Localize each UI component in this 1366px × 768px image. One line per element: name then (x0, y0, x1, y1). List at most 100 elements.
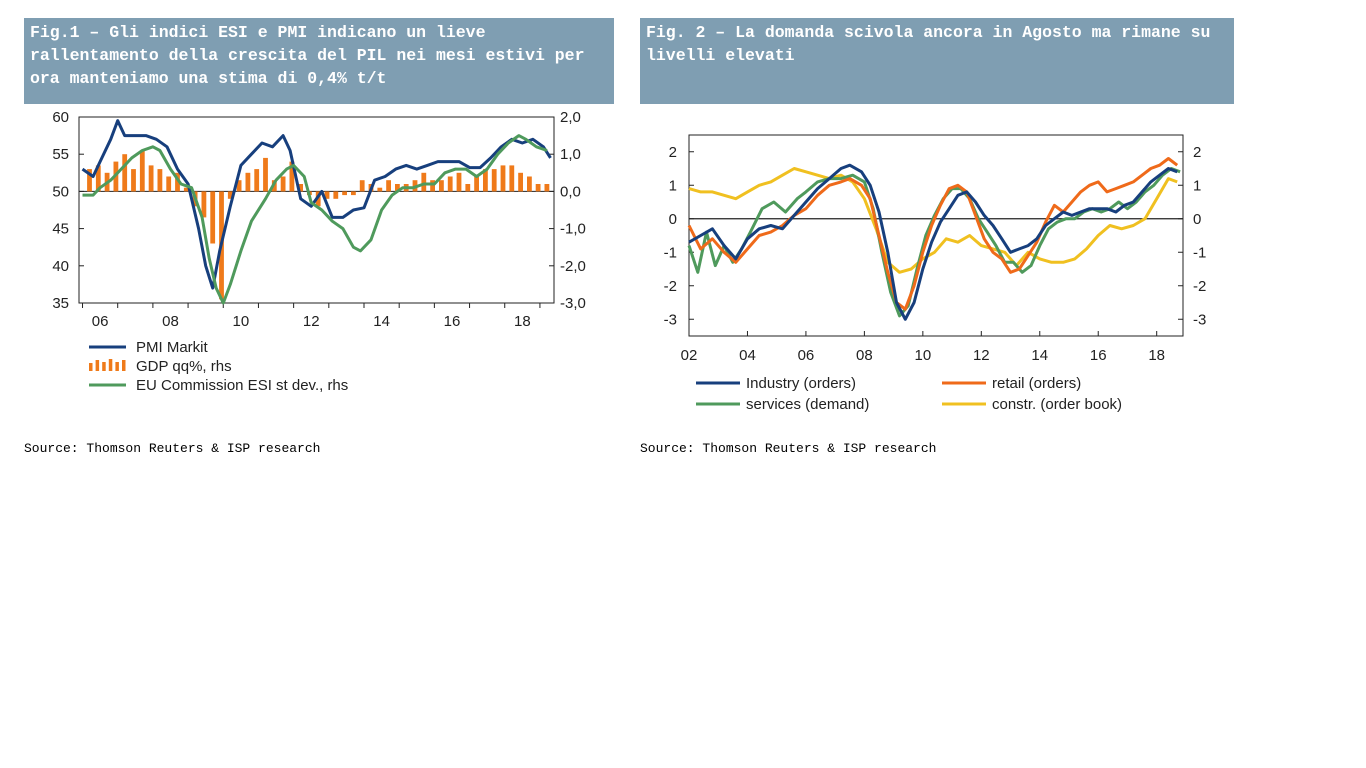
chart1-gdp-bar (500, 165, 506, 192)
chart2-ytick-right-label: -1 (1193, 244, 1206, 261)
chart1-gdp-bar (131, 169, 136, 192)
chart1-legend-bar-swatch (89, 363, 93, 371)
chart1-gdp-bar (342, 191, 347, 196)
chart1-gdp-bar (289, 161, 295, 192)
chart1-esi-line (82, 134, 548, 305)
chart1-ytick-left-label: 55 (52, 146, 69, 163)
chart2-ytick-left-label: -1 (664, 244, 677, 261)
chart2-xtick-label: 02 (681, 347, 698, 364)
chart1-ytick-right-label: -2,0 (560, 258, 586, 275)
chart2-legend-label: Industry (orders) (746, 375, 856, 392)
chart1-ytick-right-label: 1,0 (560, 146, 581, 163)
chart2-ytick-right-label: 0 (1193, 211, 1201, 228)
chart1-gdp-bar (421, 172, 427, 192)
chart2-ytick-right-label: 1 (1193, 177, 1201, 194)
chart1-legend-label: GDP qq%, rhs (136, 358, 232, 375)
chart2-xtick-label: 12 (973, 347, 990, 364)
chart1-gdp-bar (175, 172, 180, 192)
chart2-plot-frame (688, 134, 1184, 337)
chart1-gdp-bar (333, 191, 339, 199)
chart1-gdp-bar (227, 191, 233, 199)
chart1-gdp-bar (386, 180, 391, 192)
chart1-ytick-right-label: 2,0 (560, 109, 581, 126)
chart1-gdp-bar (122, 154, 128, 192)
chart1-gdp-bar (139, 150, 145, 192)
figure1-source: Source: Thomson Reuters & ISP research (24, 441, 321, 456)
chart1-gdp-bar (351, 191, 356, 196)
chart1-legend-label: EU Commission ESI st dev., rhs (136, 377, 348, 394)
chart1-xtick-label: 10 (233, 313, 250, 330)
chart1-gdp-bar (183, 187, 189, 192)
chart2-line-industry (688, 163, 1178, 321)
chart1-xtick-label: 08 (162, 313, 179, 330)
chart1-xtick-label: 14 (373, 313, 390, 330)
chart2-xtick-label: 18 (1148, 347, 1165, 364)
chart1-ytick-left-label: 60 (52, 109, 69, 126)
chart1-xtick-label: 06 (92, 313, 109, 330)
chart1-gdp-bar (474, 176, 479, 192)
chart1-gdp-bar (254, 169, 260, 192)
chart1-gdp-bar (157, 169, 163, 192)
chart2-ytick-right-label: -2 (1193, 278, 1206, 295)
chart1-gdp-bar (148, 165, 154, 192)
chart1-ytick-left-label: 50 (52, 183, 69, 200)
chart1-gdp-bar (491, 169, 497, 192)
chart2-xtick-label: 04 (739, 347, 756, 364)
chart1-gdp-bar (280, 176, 286, 192)
chart2-ytick-left-label: 2 (669, 144, 677, 161)
chart1-legend-bar-swatch (115, 362, 119, 371)
chart2-xtick-label: 06 (798, 347, 815, 364)
chart1-ytick-left-label: 45 (52, 221, 69, 238)
chart1-ytick-right-label: -3,0 (560, 295, 586, 312)
chart1-gdp-bar (430, 180, 435, 192)
chart1-gdp-bar (518, 172, 523, 192)
chart1-gdp-bar (359, 180, 365, 192)
chart2-ytick-right-label: -3 (1193, 311, 1206, 328)
chart1-gdp-bar (245, 172, 251, 192)
chart1-legend-bar-swatch (122, 360, 126, 371)
chart2-xtick-label: 14 (1031, 347, 1048, 364)
chart2-line-constr (688, 167, 1178, 274)
chart1-ytick-left-label: 40 (52, 258, 69, 275)
figure2-title: Fig. 2 – La domanda scivola ancora in Ag… (640, 18, 1234, 104)
chart1-xtick-label: 16 (444, 313, 461, 330)
chart2-line-retail (687, 157, 1179, 311)
chart2-legend-label: retail (orders) (992, 375, 1081, 392)
chart1-gdp-bar (236, 180, 242, 192)
chart1-pmi-gdp-esi: 60 55 50 45 40 35 2,0 1,0 0,0 -1,0 -2,0 -3,0 06 08 10 1… (52, 109, 586, 394)
chart1-gdp-bar (544, 184, 550, 192)
chart1-legend-bar-swatch (102, 362, 106, 371)
chart2-legend-label: services (demand) (746, 396, 869, 413)
chart1-legend-label: PMI Markit (136, 339, 209, 356)
chart1-gdp-bar (483, 169, 488, 192)
chart1-gdp-bar (95, 165, 101, 192)
chart2-ytick-left-label: -3 (664, 311, 677, 328)
chart1-ytick-right-label: 0,0 (560, 183, 581, 200)
chart1-gdp-bar (324, 191, 330, 199)
chart1-gdp-bar (447, 176, 453, 192)
chart2-xtick-label: 16 (1090, 347, 1107, 364)
chart2-ytick-left-label: 0 (669, 211, 677, 228)
chart1-gdp-bar (377, 187, 383, 192)
chart1-gdp-bar (87, 169, 92, 192)
chart1-plot-frame (78, 116, 555, 304)
chart1-gdp-bar (439, 180, 444, 192)
chart2-ytick-left-label: -2 (664, 278, 677, 295)
chart1-gdp-bar (456, 172, 462, 192)
chart2-xtick-label: 10 (915, 347, 932, 364)
chart1-gdp-bar (527, 176, 532, 192)
chart2-legend-label: constr. (order book) (992, 396, 1122, 413)
chart1-gdp-bar (509, 165, 515, 192)
chart1-xtick-label: 12 (303, 313, 320, 330)
chart2-demand-indicators: 2 21 10 0-1 -1-2 -2-3 -302 04 06 08 10 12 14 16 18Indu… (664, 134, 1206, 413)
chart1-gdp-bar (395, 184, 400, 192)
figure2-source: Source: Thomson Reuters & ISP research (640, 441, 937, 456)
chart2-ytick-right-label: 2 (1193, 144, 1201, 161)
figure1-title: Fig.1 – Gli indici ESI e PMI indicano un… (24, 18, 614, 104)
chart1-legend-bar-swatch (95, 360, 100, 371)
chart1-xtick-label: 18 (514, 313, 531, 330)
chart1-gdp-bar (210, 191, 216, 244)
chart1-legend-bar-swatch (108, 359, 113, 371)
chart1-gdp-bar (465, 184, 471, 192)
chart1-gdp-bar (166, 176, 172, 192)
